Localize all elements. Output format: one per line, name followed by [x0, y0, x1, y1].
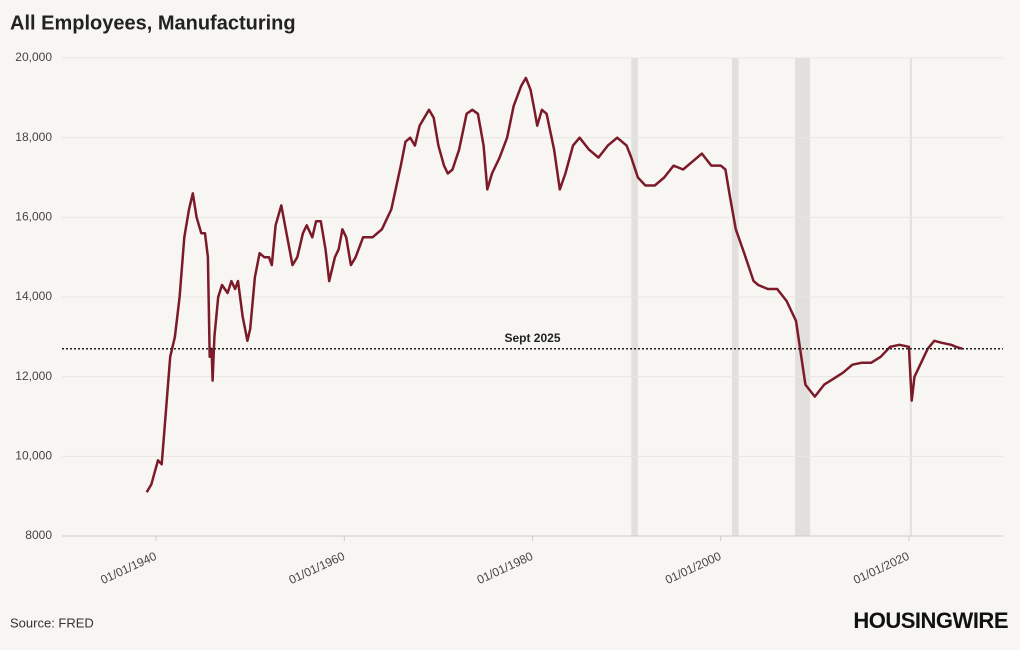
y-tick-label: 20,000	[15, 50, 52, 64]
x-tick-label: 01/01/1960	[287, 549, 348, 587]
y-tick-label: 8000	[25, 528, 52, 542]
y-tick-label: 10,000	[15, 449, 52, 463]
y-tick-label: 18,000	[15, 130, 52, 144]
brand-logo: HOUSINGWIRE	[853, 608, 1008, 633]
x-tick-label: 01/01/1980	[475, 549, 536, 587]
y-tick-label: 12,000	[15, 369, 52, 383]
x-tick-label: 01/01/2020	[851, 549, 912, 587]
source: Source: FRED	[10, 615, 94, 630]
chart-title: All Employees, Manufacturing	[10, 12, 296, 34]
x-tick-label: 01/01/1940	[98, 549, 159, 587]
series-line	[145, 76, 963, 493]
y-tick-label: 16,000	[15, 210, 52, 224]
x-tick-label: 01/01/2000	[663, 549, 724, 587]
y-tick-label: 14,000	[15, 289, 52, 303]
reference-label: Sept 2025	[504, 331, 560, 345]
